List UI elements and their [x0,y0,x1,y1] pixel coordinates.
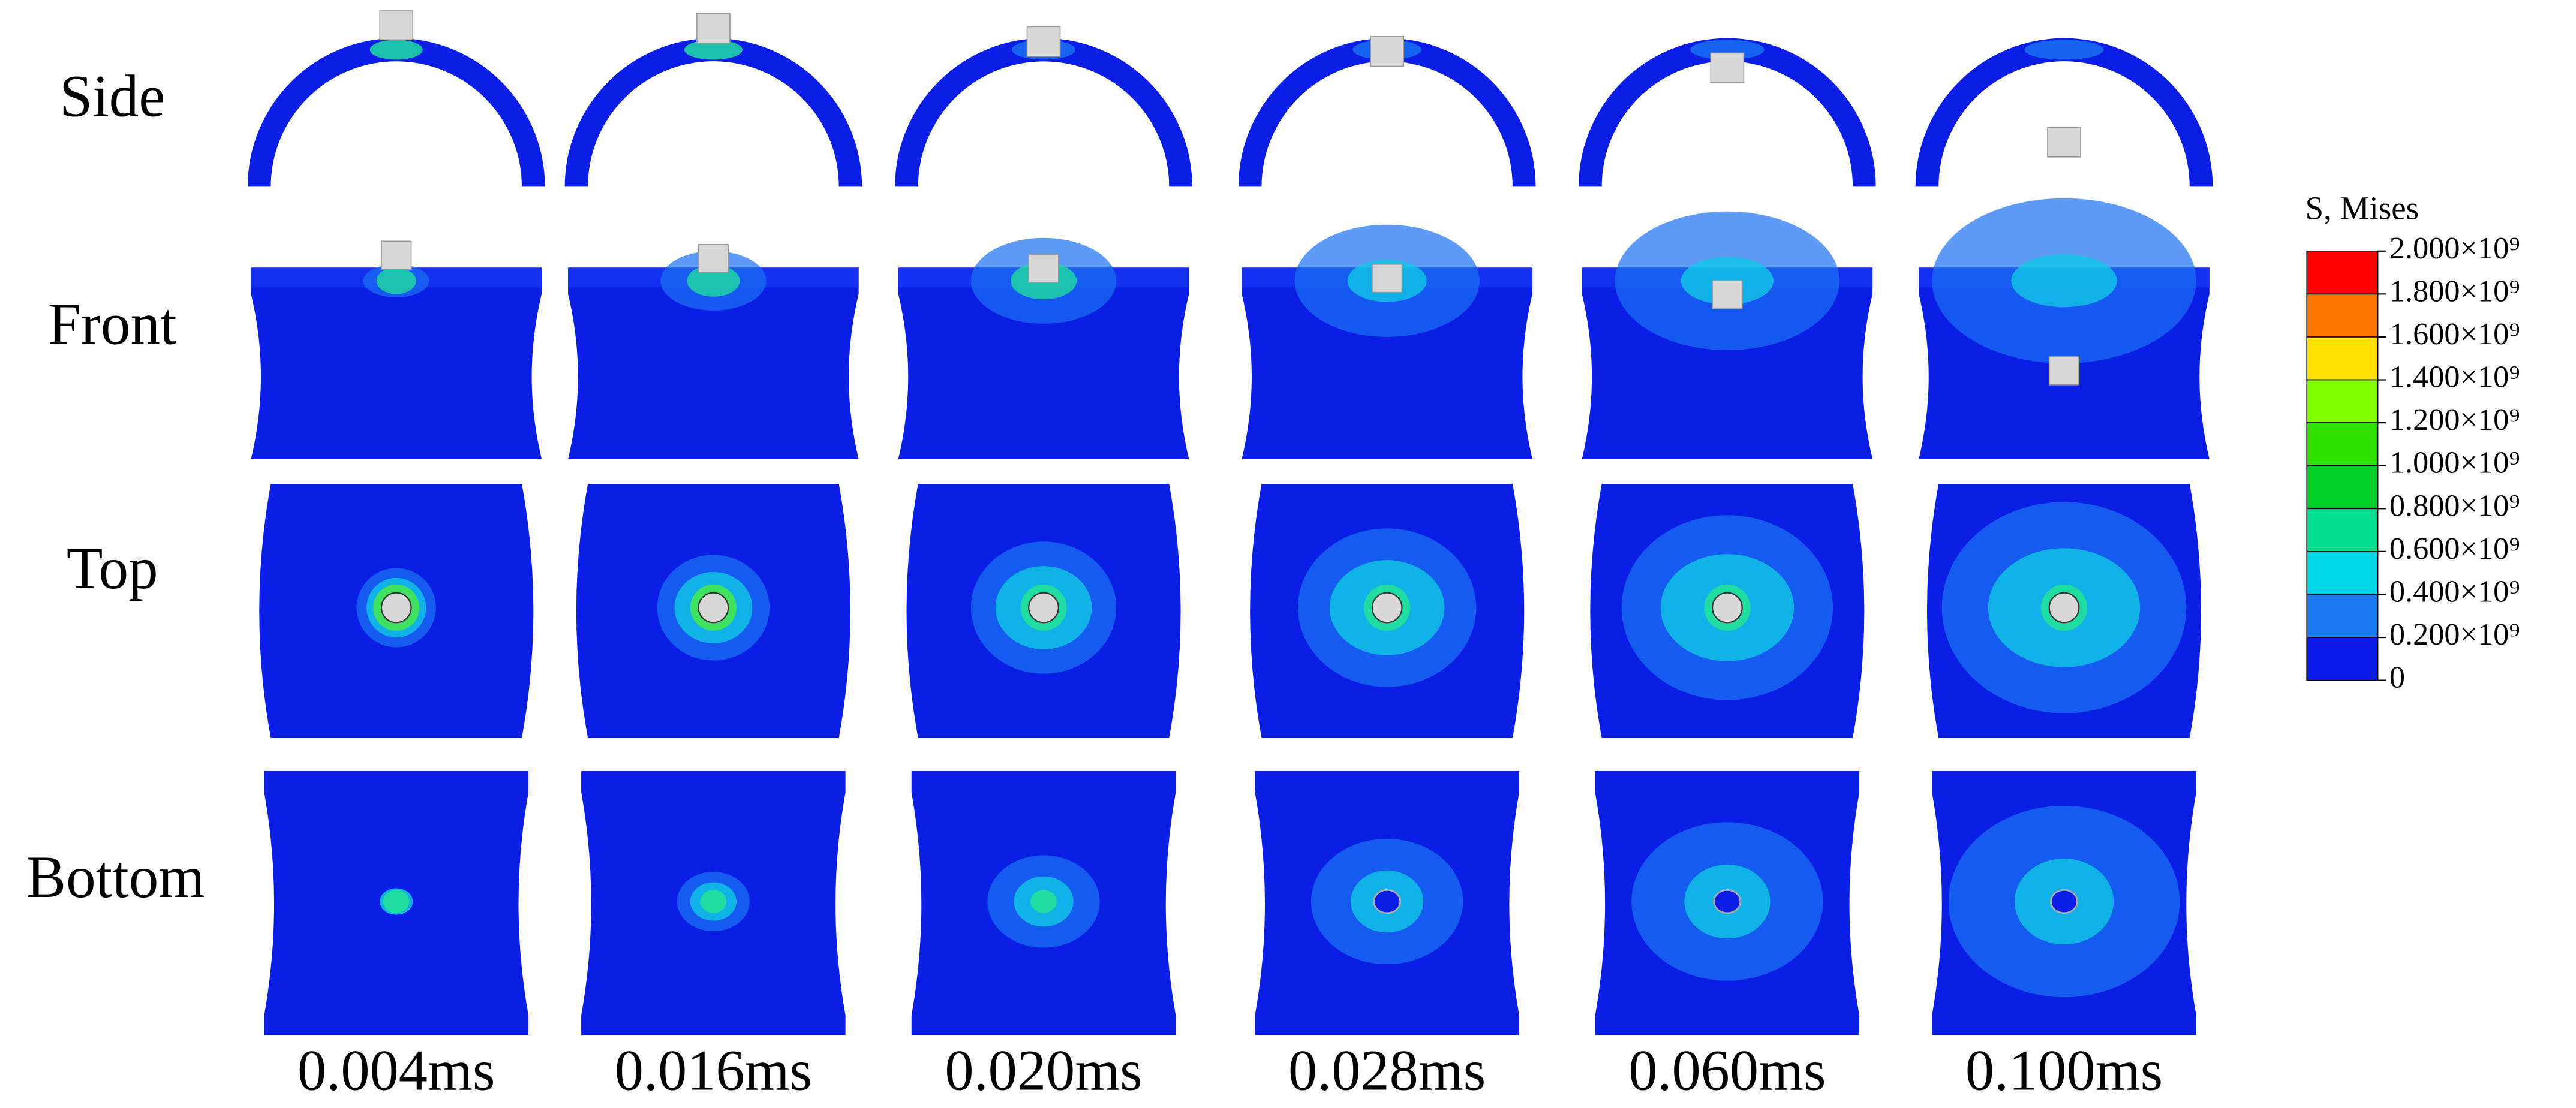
legend-label: 0.800×10⁹ [2389,488,2520,523]
side-view [895,38,1192,187]
legend-swatch [2306,551,2379,595]
projectile [696,13,731,44]
impact-hole [2048,592,2080,624]
projectile [1710,52,1745,83]
legend-swatch [2306,637,2379,681]
side-view [1579,38,1876,187]
stress-zone [2050,889,2078,914]
impact-hole [380,592,412,624]
time-label: 0.100ms [1965,1038,2163,1102]
impact-hole [1711,592,1743,624]
projectile [1370,36,1405,67]
stress-zone [376,267,416,294]
impact-hole [1028,592,1059,624]
contour-panel-column [895,26,1192,1035]
contour-panel-column [1579,38,1876,1035]
stress-zone [1690,40,1765,60]
legend-label: 0.600×10⁹ [2389,531,2520,566]
legend-swatch [2306,250,2379,295]
row-label: Front [48,292,177,357]
legend-label: 2.000×10⁹ [2389,231,2520,266]
legend-label: 1.400×10⁹ [2389,360,2520,395]
front-view [568,267,859,459]
legend-title: S, Mises [2305,189,2419,226]
time-label: 0.060ms [1628,1038,1826,1102]
legend-swatch [2306,508,2379,552]
stress-zone [2011,254,2117,308]
legend-label: 1.200×10⁹ [2389,402,2520,437]
side-view [247,38,545,187]
side-view [564,38,862,187]
projectile [1026,26,1061,57]
legend-swatch [2306,293,2379,338]
impact-hole [1371,592,1403,624]
legend-swatch [2306,422,2379,466]
contour-panel-column [1238,36,1536,1035]
row-label: Top [67,536,158,601]
contour-panel-column [564,13,862,1035]
legend-label: 1.600×10⁹ [2389,317,2520,351]
stress-zone [383,890,410,913]
stress-zone [700,890,727,913]
row-label: Bottom [26,845,205,910]
legend-label: 1.800×10⁹ [2389,273,2520,308]
projectile [379,9,414,41]
front-view [251,267,542,459]
side-view [1238,38,1536,187]
stress-zone [684,40,743,60]
stress-zone [1030,890,1057,913]
row-label: Side [59,64,165,130]
legend-swatch [2306,465,2379,510]
time-label: 0.020ms [945,1038,1142,1102]
stress-zone [1373,889,1402,914]
projectile [2047,127,2081,158]
stress-zone [1713,889,1742,914]
time-label: 0.016ms [615,1038,812,1102]
legend-swatch [2306,379,2379,423]
legend-label: 1.000×10⁹ [2389,445,2520,480]
contour-panel-column [1915,38,2213,1035]
projectile [1712,280,1743,309]
legend-label: 0 [2389,660,2405,695]
projectile [1372,263,1403,293]
legend-swatch [2306,594,2379,638]
projectile [381,240,412,270]
stress-zone [2024,40,2104,60]
legend-label: 0.400×10⁹ [2389,574,2520,609]
stress-zone [369,40,423,60]
time-label: 0.028ms [1288,1038,1486,1102]
legend-swatch [2306,336,2379,381]
front-view [898,267,1189,459]
projectile [2048,356,2080,386]
projectile [1028,254,1059,283]
side-view [1915,38,2213,187]
time-label: 0.004ms [297,1038,495,1102]
impact-hole [698,592,729,624]
legend-label: 0.200×10⁹ [2389,617,2520,652]
projectile [698,243,729,273]
contour-panel-column [247,9,545,1035]
